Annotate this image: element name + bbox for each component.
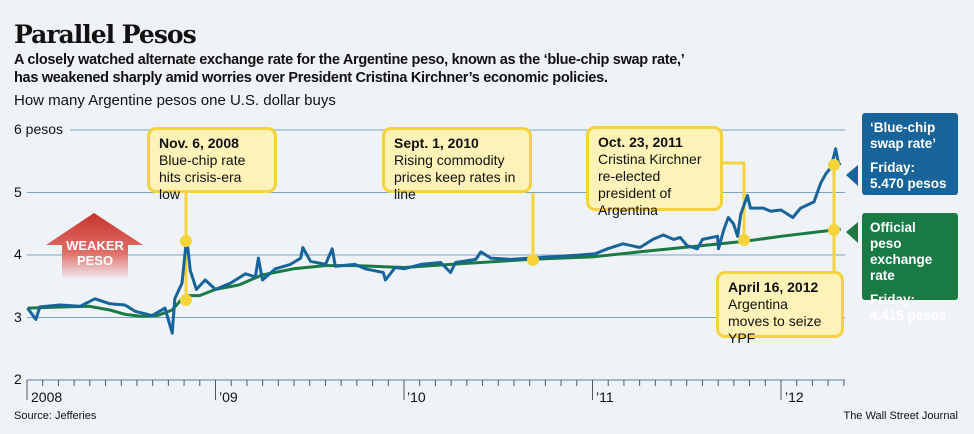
- official-name: Official peso exchange rate: [870, 220, 933, 283]
- subtitle-line-1: A closely watched alternate exchange rat…: [14, 52, 685, 68]
- y-tick-5: 5: [14, 184, 22, 200]
- weaker-label: WEAKER: [66, 238, 124, 253]
- annotation-oct-2011: Oct. 23, 2011 Cristina Kirchner re-elect…: [586, 126, 723, 218]
- annotation-text: Rising commodity prices keep rates in li…: [394, 152, 516, 202]
- leader-oct-2011: [722, 161, 746, 240]
- y-tick-2: 2: [14, 371, 22, 387]
- annotation-date: April 16, 2012: [728, 279, 819, 295]
- y-tick-6: 6 pesos: [14, 121, 64, 137]
- source-note: Source: Jefferies: [14, 410, 97, 422]
- official-rate-label: Official peso exchange rate Friday: 4.41…: [862, 213, 958, 323]
- blue-chip-name: ‘Blue-chip swap rate’: [870, 120, 937, 151]
- annotation-april-2012: April 16, 2012 Argentina moves to seize …: [716, 271, 844, 346]
- x-tick-2011: ’11: [596, 389, 614, 405]
- annotation-date: Sept. 1, 2010: [394, 135, 479, 151]
- annotation-text: Argentina moves to seize YPF: [728, 296, 822, 346]
- marker-nov-2008-official: [180, 294, 192, 306]
- annotation-text: Blue-chip rate hits crisis-era low: [159, 152, 246, 202]
- blue-pointer-icon: [846, 165, 858, 186]
- marker-april-2012-official: [828, 224, 840, 236]
- subtitle-line-2: has weakened sharply amid worries over P…: [14, 70, 608, 86]
- marker-april-2012-blue: [828, 159, 840, 171]
- blue-chip-label: ‘Blue-chip swap rate’ Friday: 5.470 peso…: [862, 113, 958, 195]
- marker-oct-2011: [738, 234, 750, 246]
- chart-title: Parallel Pesos: [14, 20, 197, 49]
- y-tick-3: 3: [14, 309, 22, 325]
- annotation-sept-2010: Sept. 1, 2010 Rising commodity prices ke…: [382, 127, 532, 202]
- x-tick-2012: ’12: [785, 389, 804, 405]
- peso-label: PESO: [77, 253, 113, 268]
- marker-nov-2008-blue: [180, 235, 192, 247]
- official-friday-value: 4.415 pesos: [870, 308, 947, 323]
- x-tick-2010: ’10: [407, 389, 426, 405]
- annotation-date: Nov. 6, 2008: [159, 135, 239, 151]
- credit: The Wall Street Journal: [843, 410, 958, 422]
- unit-label: How many Argentine pesos one U.S. dollar…: [14, 92, 336, 109]
- blue-chip-friday-value: 5.470 pesos: [870, 176, 947, 191]
- annotation-nov-2008: Nov. 6, 2008 Blue-chip rate hits crisis-…: [147, 127, 277, 202]
- x-tick-2009: ’09: [219, 389, 238, 405]
- annotation-text: Cristina Kirchner re-elected president o…: [598, 151, 702, 218]
- blue-chip-line: [26, 147, 842, 335]
- marker-sept-2010: [527, 254, 539, 266]
- official-friday-label: Friday:: [870, 292, 916, 307]
- official-rate-line: [27, 227, 841, 318]
- x-tick-2008: 2008: [31, 389, 63, 405]
- y-tick-4: 4: [14, 246, 22, 262]
- weaker-peso-arrow: WEAKER PESO: [46, 213, 143, 280]
- blue-chip-friday-label: Friday:: [870, 160, 916, 175]
- annotation-date: Oct. 23, 2011: [598, 134, 683, 150]
- official-pointer-icon: [846, 222, 858, 243]
